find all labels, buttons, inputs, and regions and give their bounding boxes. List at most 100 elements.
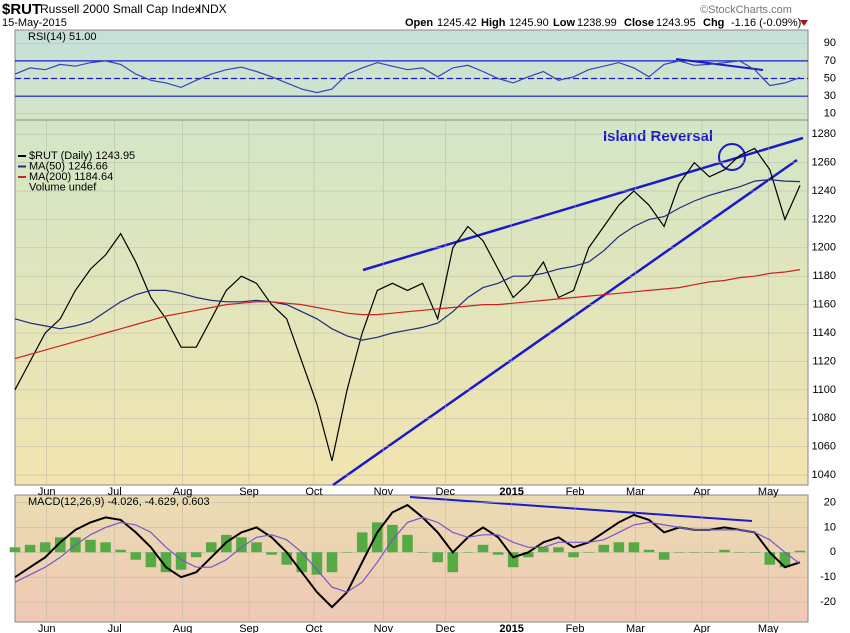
open: 1245.42 [437,17,477,29]
y-tick-label: -20 [820,596,836,608]
histogram-bar [704,552,715,553]
histogram-bar [9,547,21,553]
x-tick-label: Jun [38,623,56,633]
histogram-bar [85,539,96,553]
y-tick-label: 1240 [812,185,836,197]
rsi-panel [14,29,809,121]
histogram-bar [417,552,428,553]
histogram-bar [673,552,685,553]
x-tick-label: Oct [305,486,322,498]
y-tick-label: 1200 [812,242,836,254]
histogram-bar [251,542,262,553]
x-tick-label: Apr [693,486,710,498]
low: 1238.99 [577,17,617,29]
histogram-bar [598,544,610,553]
y-tick-label: 70 [824,55,836,67]
x-tick-label: Sep [239,486,259,498]
histogram-bar [266,552,277,555]
chg-label: Chg [703,17,724,29]
x-tick-label: 2015 [499,623,523,633]
histogram-bar [160,552,172,573]
y-tick-label: 10 [824,108,836,120]
x-tick-label: Jul [108,486,122,498]
histogram-bar [689,552,700,553]
y-tick-label: 1060 [812,441,836,453]
histogram-bar [372,522,383,553]
histogram-bar [175,552,187,570]
series-line [14,60,801,94]
histogram-bar [281,552,293,565]
histogram-bar [658,552,670,560]
date: 15-May-2015 [2,17,67,29]
histogram-bar [341,552,353,553]
open-label: Open [405,17,433,29]
macd-trendline [409,496,753,522]
x-tick-label: Nov [374,486,394,498]
legend: RSI(14) 51.00 [28,31,96,43]
histogram-bar [779,552,791,568]
close: 1243.95 [656,17,696,29]
x-tick-label: Feb [566,623,585,633]
series-line [14,147,801,462]
source: ©StockCharts.com [700,4,792,16]
x-tick-label: May [758,623,779,633]
x-tick-label: 2015 [499,486,523,498]
y-tick-label: 10 [824,521,836,533]
high: 1245.90 [509,17,549,29]
histogram-bar [583,552,594,553]
histogram-bar [643,549,655,553]
histogram-bar [130,552,142,560]
y-tick-label: 1220 [812,213,836,225]
histogram-bar [522,552,534,558]
histogram-bar [628,542,640,553]
close-label: Close [624,17,654,29]
y-tick-label: 1040 [812,469,836,481]
y-tick-label: -10 [820,571,836,583]
y-tick-label: 1280 [812,128,836,140]
histogram-bar [432,552,443,563]
histogram-bar [326,552,338,573]
histogram-bar [236,537,247,553]
x-tick-label: Feb [566,486,585,498]
x-tick-label: Nov [374,623,394,633]
histogram-bar [538,547,549,553]
histogram-bar [205,542,217,553]
histogram-bar [492,552,504,555]
histogram-bar [296,552,308,573]
histogram-bar [477,544,489,553]
histogram-bar [568,552,579,558]
x-tick-label: Oct [305,623,322,633]
y-tick-label: 1120 [812,355,836,367]
y-tick-label: 0 [830,546,836,558]
x-tick-label: Aug [173,623,193,633]
y-tick-label: 1160 [812,299,836,311]
legend-entry: MA(200) 1184.64 [29,171,113,183]
y-tick-label: 1100 [812,384,836,396]
series-line [14,503,801,609]
x-tick-label: May [758,486,779,498]
histogram-bar [719,549,730,553]
series-line [14,516,801,593]
symbol: $RUT [2,1,41,18]
histogram-bar [447,552,459,573]
y-tick-label: 1080 [812,412,836,424]
legend-entry: $RUT (Daily) 1243.95 [29,150,135,162]
histogram-bar [311,552,323,575]
y-tick-label: 30 [824,90,836,102]
histogram-bar [100,542,111,553]
x-tick-label: Apr [693,623,710,633]
histogram-bar [764,552,776,565]
histogram-bar [190,552,202,558]
y-tick-label: 1140 [812,327,836,339]
legend-entry: MA(50) 1246.66 [29,160,108,172]
high-label: High [481,17,506,29]
index-name: Russell 2000 Small Cap Index [40,2,201,16]
histogram-bar [115,549,126,553]
exchange: INDX [198,2,227,16]
histogram-bar [749,552,760,553]
y-tick-label: 90 [824,37,836,49]
histogram-bar [356,532,368,553]
x-tick-label: Dec [435,623,455,633]
reversal-circle [718,143,746,171]
histogram-bar [145,552,157,568]
